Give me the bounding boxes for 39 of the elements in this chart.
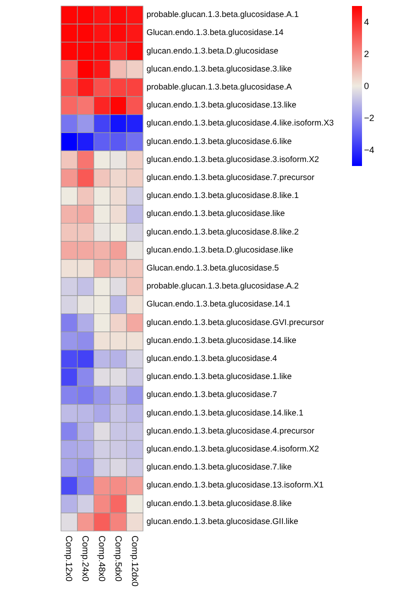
color-bar-label: 2 — [364, 49, 370, 59]
color-bar-label: 0 — [364, 81, 370, 91]
y-tick-label: glucan.endo.1.3.beta.glucosidase.3.isoform.X2 — [146, 154, 320, 164]
y-tick-label: Glucan.endo.1.3.beta.glucosidase.14.1 — [146, 298, 291, 309]
y-tick-label: glucan.endo.1.3.beta.glucosidase.3.like — [146, 63, 292, 74]
color-bar-label: 4 — [364, 17, 370, 27]
y-tick-label: glucan.endo.1.3.beta.glucosidase.like — [146, 208, 286, 218]
color-bar-label: −4 — [364, 145, 374, 155]
y-tick-label: probable.glucan.1.3.beta.glucosidase.A.1 — [146, 9, 300, 20]
y-tick-label: glucan.endo.1.3.beta.glucosidase.14.like — [146, 334, 297, 345]
x-tick-label: Comp.12dx0 — [130, 536, 140, 587]
y-tick-label: glucan.endo.1.3.beta.glucosidase.7.precursor — [146, 172, 315, 182]
x-tick-label: Comp.5dx0 — [113, 536, 124, 582]
y-tick-label: glucan.endo.1.3.beta.glucosidase.GVI.precursor — [146, 316, 324, 327]
y-tick-label: glucan.endo.1.3.beta.glucosidase.4.like.isoform.X3 — [146, 118, 334, 128]
y-tick-label: glucan.endo.1.3.beta.glucosidase.7.like — [146, 462, 292, 472]
y-tick-label: glucan.endo.1.3.beta.glucosidase.4.isoform.X2 — [146, 444, 320, 454]
y-tick-label: glucan.endo.1.3.beta.glucosidase.13.like — [146, 100, 297, 110]
y-tick-label: glucan.endo.1.3.beta.glucosidase.14.like.1 — [146, 407, 304, 418]
y-tick-label: glucan.endo.1.3.beta.glucosidase.GII.like — [146, 516, 299, 526]
x-tick-label: Comp.48x0 — [97, 536, 107, 582]
y-tick-label: Glucan.endo.1.3.beta.glucosidase.5 — [146, 262, 280, 272]
y-tick-label: probable.glucan.1.3.beta.glucosidase.A — [146, 81, 292, 92]
y-tick-label: glucan.endo.1.3.beta.glucosidase.4.precursor — [146, 425, 315, 436]
y-tick-label: glucan.endo.1.3.beta.D.glucosidase — [146, 45, 279, 56]
y-tick-label: glucan.endo.1.3.beta.D.glucosidase.like — [146, 244, 294, 254]
color-bar-label: −2 — [364, 113, 374, 123]
y-tick-label: glucan.endo.1.3.beta.glucosidase.8.like.2 — [146, 226, 300, 236]
y-tick-label: Glucan.endo.1.3.beta.glucosidase.14 — [146, 27, 284, 38]
y-tick-label: probable.glucan.1.3.beta.glucosidase.A.2 — [146, 280, 300, 291]
y-tick-label: glucan.endo.1.3.beta.glucosidase.6.like — [146, 136, 292, 146]
x-tick-label: Comp.12x0 — [64, 536, 74, 582]
y-tick-label: glucan.endo.1.3.beta.glucosidase.7 — [146, 389, 278, 400]
y-tick-label: glucan.endo.1.3.beta.glucosidase.8.like — [146, 498, 292, 508]
y-tick-label: glucan.endo.1.3.beta.glucosidase.1.like — [146, 371, 292, 382]
y-tick-label: glucan.endo.1.3.beta.glucosidase.4 — [146, 353, 278, 364]
y-tick-label: glucan.endo.1.3.beta.glucosidase.13.isoform.X1 — [146, 480, 324, 490]
x-tick-label: Comp.24x0 — [80, 536, 91, 582]
y-tick-label: glucan.endo.1.3.beta.glucosidase.8.like.1 — [146, 190, 300, 200]
